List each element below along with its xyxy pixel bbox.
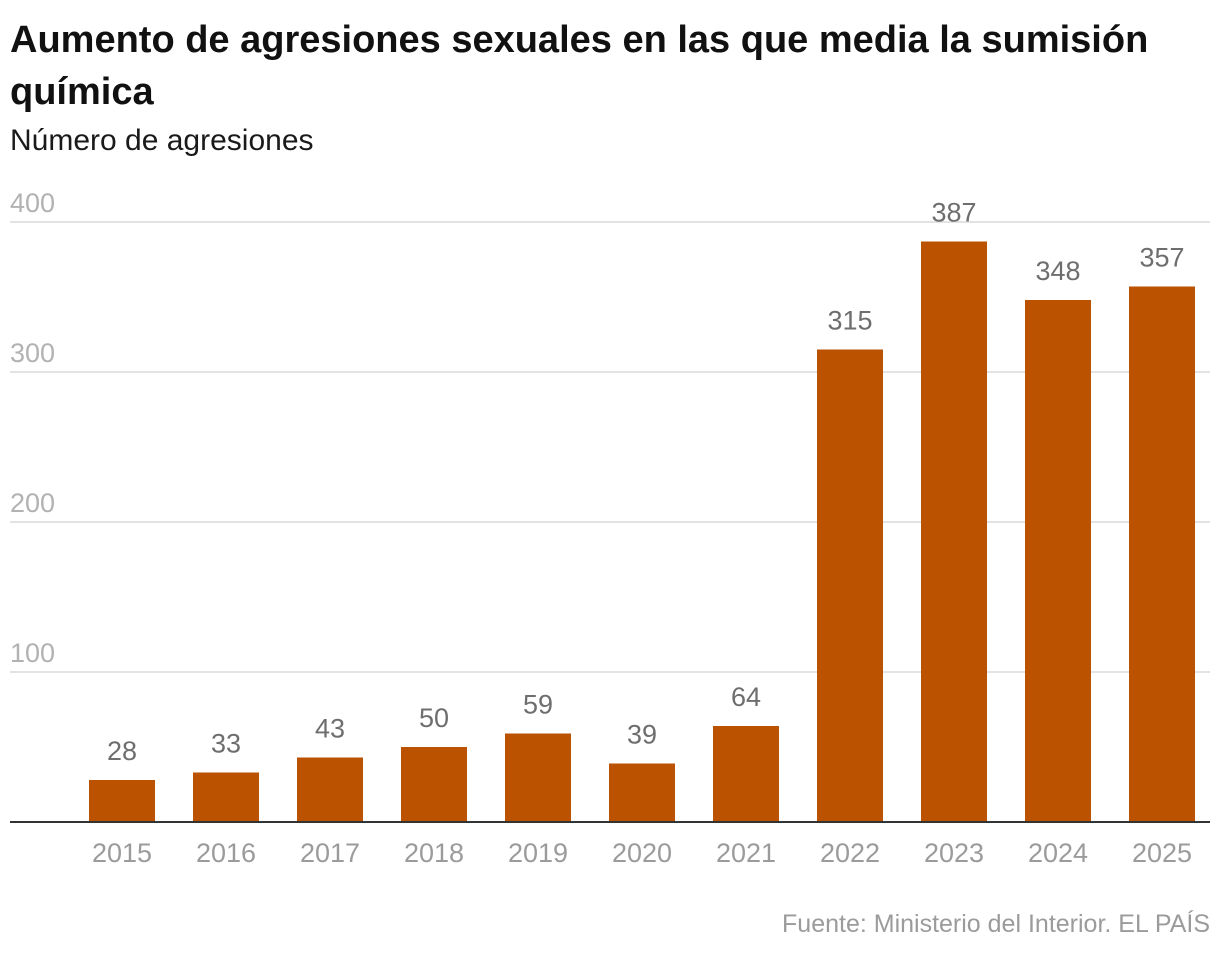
bar-2023	[921, 241, 987, 822]
y-tick-label: 100	[10, 638, 55, 668]
data-label-2015: 28	[107, 736, 137, 766]
bar-2020	[609, 763, 675, 822]
x-tick-label-2023: 2023	[924, 838, 984, 868]
y-tick-label: 300	[10, 338, 55, 368]
data-label-2021: 64	[731, 682, 761, 712]
bar-layer	[89, 241, 1195, 822]
data-label-2022: 315	[827, 306, 872, 336]
y-tick-label: 200	[10, 488, 55, 518]
x-tick-label-2016: 2016	[196, 838, 256, 868]
x-tick-label-2024: 2024	[1028, 838, 1088, 868]
x-tick-label-2022: 2022	[820, 838, 880, 868]
data-label-2025: 357	[1139, 243, 1184, 273]
bar-2024	[1025, 300, 1091, 822]
source-note: Fuente: Ministerio del Interior. EL PAÍS	[782, 910, 1210, 938]
data-label-2019: 59	[523, 690, 553, 720]
data-label-2020: 39	[627, 720, 657, 750]
bar-2019	[505, 733, 571, 822]
bar-2017	[297, 757, 363, 822]
x-tick-label-2021: 2021	[716, 838, 776, 868]
x-tick-label-2020: 2020	[612, 838, 672, 868]
data-label-2023: 387	[931, 198, 976, 228]
bar-2015	[89, 780, 155, 822]
bar-2025	[1129, 286, 1195, 822]
bar-2018	[401, 747, 467, 822]
x-tick-label-2015: 2015	[92, 838, 152, 868]
bar-2021	[713, 726, 779, 822]
bar-2016	[193, 772, 259, 822]
data-label-2024: 348	[1035, 256, 1080, 286]
chart-title: Aumento de agresiones sexuales en las qu…	[10, 19, 1149, 113]
x-tick-label-2018: 2018	[404, 838, 464, 868]
data-label-2017: 43	[315, 714, 345, 744]
data-label-2018: 50	[419, 703, 449, 733]
x-tick-label-2025: 2025	[1132, 838, 1192, 868]
data-label-2016: 33	[211, 729, 241, 759]
chart-subtitle: Número de agresiones	[10, 124, 314, 157]
bar-2022	[817, 349, 883, 822]
grid-layer: 100 200 300 400	[10, 188, 1210, 673]
x-tick-label-2017: 2017	[300, 838, 360, 868]
y-tick-label: 400	[10, 188, 55, 218]
x-tick-label-2019: 2019	[508, 838, 568, 868]
label-layer: 28 2015 33 2016 43 2017 50 2018 59 2019 39 2020 64 20…	[92, 198, 1192, 869]
